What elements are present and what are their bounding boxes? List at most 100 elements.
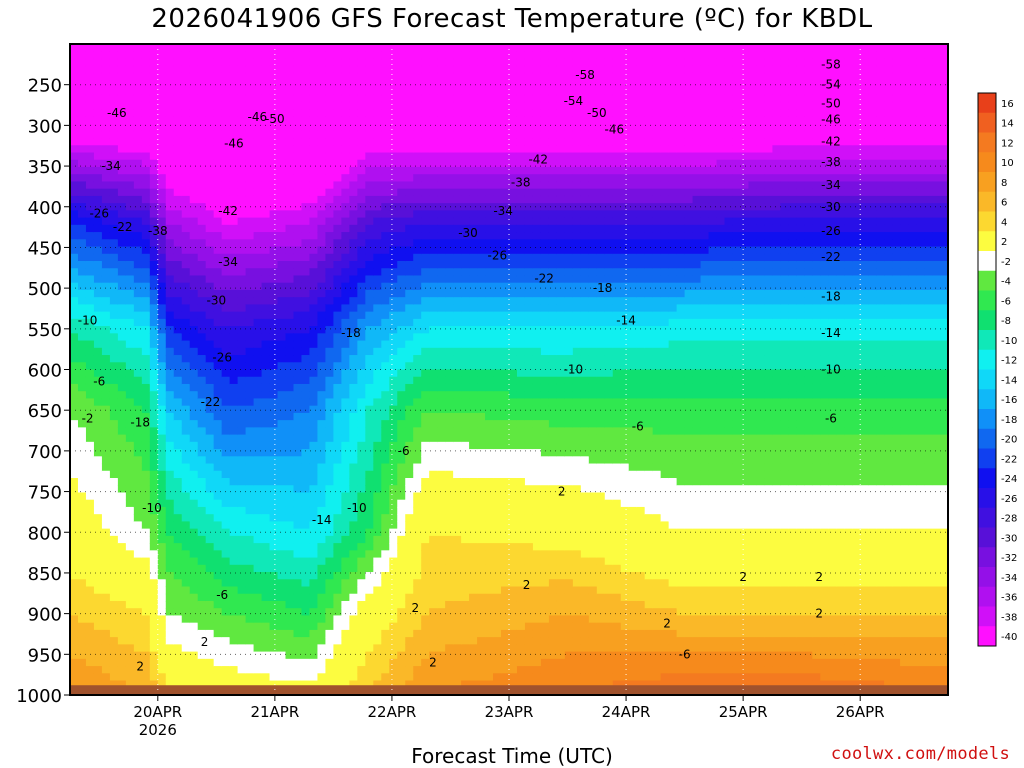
shading-cell — [101, 138, 111, 146]
shading-cell — [453, 297, 462, 305]
shading-cell — [501, 658, 510, 667]
shading-cell — [141, 441, 151, 450]
shading-cell — [357, 521, 366, 530]
shading-cell — [357, 210, 366, 219]
shading-cell — [301, 449, 311, 457]
shading-cell — [485, 637, 494, 645]
shading-cell — [325, 651, 334, 660]
shading-cell — [357, 528, 366, 537]
shading-cell — [133, 470, 143, 479]
shading-cell — [205, 383, 215, 392]
shading-cell — [485, 506, 494, 515]
shading-cell — [205, 492, 215, 501]
shading-cell — [341, 600, 350, 609]
shading-cell — [205, 420, 215, 428]
shading-cell — [421, 492, 430, 501]
shading-cell — [421, 101, 430, 110]
shading-cell — [365, 116, 374, 125]
shading-cell — [461, 362, 470, 371]
shading-cell — [229, 232, 239, 240]
shading-cell — [421, 87, 430, 96]
shading-cell — [445, 109, 454, 117]
shading-cell — [77, 658, 87, 667]
shading-cell — [309, 239, 319, 248]
shading-cell — [293, 514, 303, 522]
shading-cell — [205, 608, 215, 617]
shading-cell — [405, 203, 414, 211]
shading-cell — [141, 485, 151, 494]
shading-cell — [493, 449, 502, 457]
shading-cell — [437, 217, 446, 226]
shading-cell — [333, 72, 342, 81]
shading-cell — [437, 550, 446, 559]
shading-cell — [373, 412, 382, 421]
shading-cell — [421, 586, 430, 595]
shading-cell — [197, 87, 207, 96]
shading-cell — [389, 456, 398, 465]
shading-cell — [261, 564, 271, 573]
shading-cell — [405, 637, 414, 645]
shading-cell — [493, 159, 502, 168]
shading-cell — [157, 94, 167, 103]
shading-cell — [205, 318, 215, 327]
shading-cell — [141, 658, 151, 667]
shading-cell — [397, 304, 406, 313]
shading-cell — [165, 506, 175, 515]
shading-cell — [373, 246, 382, 255]
shading-cell — [341, 485, 350, 494]
shading-cell — [317, 622, 327, 631]
shading-cell — [133, 289, 143, 298]
shading-cell — [197, 499, 207, 508]
shading-cell — [485, 579, 494, 588]
shading-cell — [429, 355, 438, 363]
shading-cell — [421, 420, 430, 428]
shading-cell — [93, 340, 103, 349]
shading-cell — [477, 326, 486, 334]
shading-cell — [421, 637, 430, 645]
shading-cell — [301, 456, 311, 465]
shading-cell — [333, 80, 342, 88]
shading-cell — [85, 268, 95, 277]
shading-cell — [405, 543, 414, 551]
shading-cell — [237, 470, 247, 479]
shading-cell — [285, 449, 295, 457]
shading-cell — [421, 275, 430, 284]
shading-cell — [349, 441, 358, 450]
shading-cell — [381, 441, 390, 450]
shading-cell — [381, 347, 390, 356]
shading-cell — [469, 159, 478, 168]
shading-cell — [101, 123, 111, 132]
shading-cell — [453, 456, 462, 465]
shading-cell — [477, 203, 486, 211]
shading-cell — [373, 116, 382, 125]
shading-cell — [429, 543, 438, 551]
shading-cell — [109, 159, 119, 168]
shading-cell — [173, 369, 183, 378]
shading-cell — [181, 586, 191, 595]
shading-cell — [93, 181, 103, 190]
shading-cell — [277, 347, 287, 356]
shading-cell — [189, 478, 199, 486]
shading-cell — [141, 195, 151, 204]
shading-cell — [501, 181, 510, 190]
shading-cell — [485, 420, 494, 428]
shading-cell — [485, 463, 494, 472]
shading-cell — [181, 253, 191, 262]
shading-cell — [261, 506, 271, 515]
shading-cell — [405, 44, 414, 52]
shading-cell — [141, 58, 151, 67]
shading-cell — [125, 579, 135, 588]
shading-cell — [189, 145, 199, 154]
shading-cell — [189, 376, 199, 385]
shading-cell — [117, 210, 127, 219]
shading-cell — [165, 550, 175, 559]
shading-cell — [429, 340, 438, 349]
shading-cell — [333, 44, 342, 52]
shading-cell — [317, 572, 327, 580]
shading-cell — [109, 586, 119, 595]
shading-cell — [477, 572, 486, 580]
shading-cell — [93, 492, 103, 501]
shading-cell — [453, 651, 462, 660]
shading-cell — [221, 318, 231, 327]
shading-cell — [485, 297, 494, 305]
